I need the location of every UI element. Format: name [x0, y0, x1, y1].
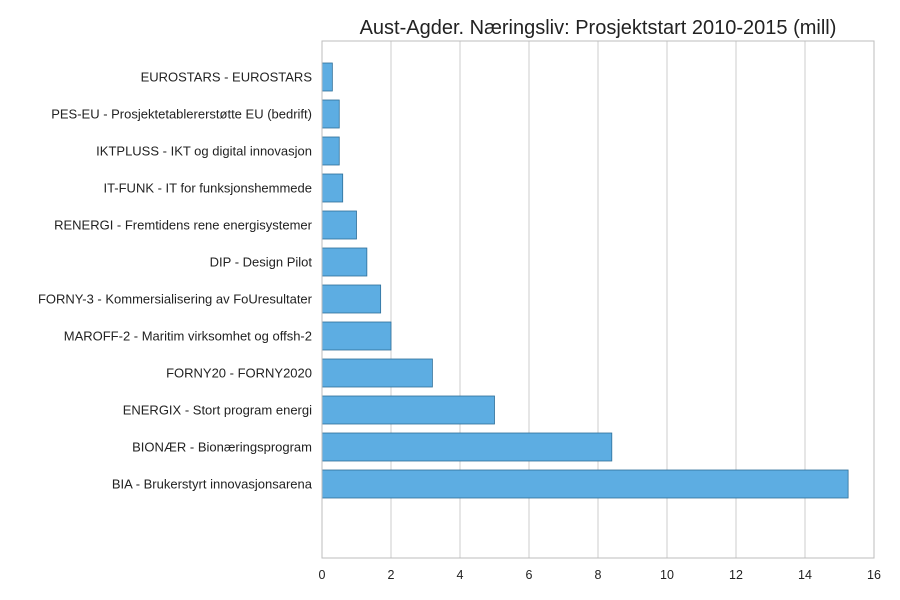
category-label: MAROFF-2 - Maritim virksomhet og offsh-2: [64, 329, 312, 344]
x-tick-label: 16: [867, 568, 881, 582]
x-tick-label: 0: [319, 568, 326, 582]
bars: [321, 62, 849, 499]
grid-lines: [390, 41, 806, 558]
bar: [321, 173, 344, 203]
x-tick-label: 8: [595, 568, 602, 582]
x-tick-label: 6: [526, 568, 533, 582]
category-label: EUROSTARS - EUROSTARS: [141, 70, 313, 85]
bar: [321, 284, 382, 314]
category-labels: EUROSTARS - EUROSTARS PES-EU - Prosjektet…: [38, 70, 313, 492]
category-label: BIONÆR - Bionæringsprogram: [132, 440, 312, 455]
bar: [321, 99, 340, 129]
category-label: PES-EU - Prosjektetablererstøtte EU (bed…: [51, 107, 312, 122]
bar: [321, 247, 368, 277]
bar: [321, 321, 392, 351]
bar: [321, 432, 613, 462]
plot-frame: [321, 40, 875, 559]
category-label: BIA - Brukerstyrt innovasjonsarena: [112, 477, 313, 492]
category-label: IT-FUNK - IT for funksjonshemmede: [103, 181, 312, 196]
category-label: FORNY-3 - Kommersialisering av FoUresult…: [38, 292, 313, 307]
category-label: FORNY20 - FORNY2020: [166, 366, 312, 381]
x-tick-label: 10: [660, 568, 674, 582]
bar: [321, 469, 849, 499]
bar: [321, 395, 495, 425]
x-tick-labels: 0 2 4 6 8 10 12 14 16: [319, 568, 881, 582]
category-label: ENERGIX - Stort program energi: [123, 403, 312, 418]
category-label: DIP - Design Pilot: [210, 255, 313, 270]
category-label: RENERGI - Fremtidens rene energisystemer: [54, 218, 313, 233]
x-tick-label: 4: [457, 568, 464, 582]
x-tick-label: 2: [388, 568, 395, 582]
bar: [321, 210, 357, 240]
bar: [321, 136, 340, 166]
x-tick-label: 14: [798, 568, 812, 582]
bar: [321, 358, 433, 388]
bar: [321, 62, 333, 92]
x-tick-label: 12: [729, 568, 743, 582]
category-label: IKTPLUSS - IKT og digital innovasjon: [96, 144, 312, 159]
chart-title: Aust-Agder. Næringsliv: Prosjektstart 20…: [360, 17, 837, 39]
